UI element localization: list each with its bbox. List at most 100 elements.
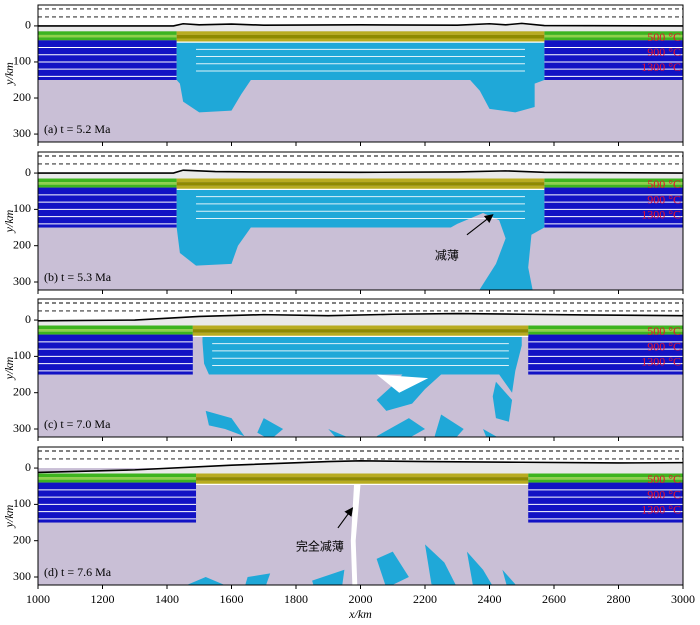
surface: [38, 459, 683, 474]
central-crust: [196, 473, 529, 478]
detachment: [376, 374, 429, 393]
y-tick-label: 100: [13, 201, 31, 215]
lithosphere-fragment: [466, 551, 493, 585]
central-crust: [192, 325, 529, 330]
lithosphere: [38, 482, 197, 523]
y-tick-label: 0: [25, 312, 31, 326]
model-field: [38, 152, 683, 290]
isotherm-label: 900 °C: [647, 192, 681, 206]
crust-layer: [38, 37, 177, 41]
crust-layer: [544, 182, 683, 185]
central-crust: [176, 31, 545, 35]
y-tick-label: 200: [13, 384, 31, 398]
isotherm-label: 900 °C: [647, 45, 681, 59]
crust-layer: [38, 331, 193, 335]
crust-layer: [38, 31, 177, 35]
central-crust: [176, 178, 545, 183]
lithosphere-fragment: [205, 410, 245, 437]
crust-layer: [528, 325, 683, 330]
panel-label: (a) t = 5.2 Ma: [44, 122, 111, 136]
isotherm-label: 900 °C: [647, 339, 681, 353]
y-tick-label: 0: [25, 18, 31, 32]
central-crust: [196, 477, 529, 481]
annotation-arrow: [337, 507, 354, 529]
central-crust: [192, 332, 529, 337]
isotherm-label: 1300 °C: [641, 503, 681, 517]
annotation-arrow: [466, 214, 494, 236]
crust-layer: [38, 473, 197, 478]
crust-layer: [38, 329, 193, 332]
lithosphere-fragment: [257, 418, 284, 437]
surface: [38, 169, 683, 174]
y-tick-label: 200: [13, 90, 31, 104]
y-axis-label: y/km: [2, 209, 16, 233]
crust-layer: [544, 178, 683, 183]
central-crust: [176, 38, 545, 43]
panel-label: (c) t = 7.0 Ma: [44, 417, 111, 431]
y-tick-label: 100: [13, 348, 31, 362]
y-tick-label: 0: [25, 460, 31, 474]
y-tick-label: 200: [13, 237, 31, 251]
x-tick-label: 1000: [26, 592, 50, 606]
lithosphere-fragment: [186, 577, 225, 585]
y-tick-label: 300: [13, 274, 31, 288]
isotherm-label: 1300 °C: [641, 60, 681, 74]
lithosphere: [544, 40, 683, 80]
x-tick-label: 1600: [220, 592, 244, 606]
y-axis-label: y/km: [2, 504, 16, 528]
x-tick-label: 2600: [542, 592, 566, 606]
model-field: [38, 447, 683, 585]
isotherm-label: 500 °C: [647, 30, 681, 44]
lithosphere-fragment: [376, 418, 425, 437]
lithosphere-fragment: [376, 551, 409, 585]
lithosphere: [528, 334, 683, 375]
panel-label: (d) t = 7.6 Ma: [44, 565, 112, 579]
crust-layer: [38, 325, 193, 330]
crust-layer: [38, 182, 177, 185]
surface: [38, 312, 683, 322]
central-lithosphere: [176, 189, 545, 290]
detachment: [350, 484, 361, 585]
isotherm-label: 900 °C: [647, 487, 681, 501]
model-field: [38, 5, 683, 142]
lithosphere-fragment: [483, 429, 498, 437]
annotation: 完全减薄: [296, 538, 344, 553]
isotherm-label: 1300 °C: [641, 355, 681, 369]
upper-layer: [38, 460, 683, 474]
lithosphere-fragment: [554, 436, 556, 437]
isotherm-label: 500 °C: [647, 324, 681, 338]
lithosphere: [528, 482, 683, 523]
central-crust: [192, 329, 529, 333]
lithosphere: [38, 334, 193, 375]
y-tick-label: 300: [13, 421, 31, 435]
model-field: [38, 299, 683, 437]
y-tick-label: 300: [13, 569, 31, 583]
y-axis-label: y/km: [2, 356, 16, 380]
isotherm-label: 500 °C: [647, 472, 681, 486]
annotation: 减薄: [435, 247, 459, 262]
crust-layer: [38, 477, 197, 480]
lithosphere-fragment: [434, 414, 464, 437]
panel: 0 100 200 300 1000 1200 1400 1600 1800 2000 2200 24…: [2, 446, 695, 621]
central-lithosphere: [492, 381, 513, 422]
crust-layer: [528, 329, 683, 332]
crust-layer: [38, 184, 177, 188]
crust-layer: [38, 479, 197, 483]
crust-layer: [38, 178, 177, 183]
y-tick-label: 100: [13, 496, 31, 510]
central-crust: [176, 185, 545, 190]
crust-layer: [544, 37, 683, 41]
central-crust: [176, 182, 545, 186]
central-crust: [196, 480, 529, 485]
central-crust: [176, 34, 545, 39]
x-tick-label: 2000: [349, 592, 373, 606]
surface: [38, 22, 683, 27]
crust-layer: [544, 31, 683, 35]
x-tick-label: 2400: [478, 592, 502, 606]
lithosphere-fragment: [245, 573, 271, 585]
x-tick-label: 1200: [91, 592, 115, 606]
